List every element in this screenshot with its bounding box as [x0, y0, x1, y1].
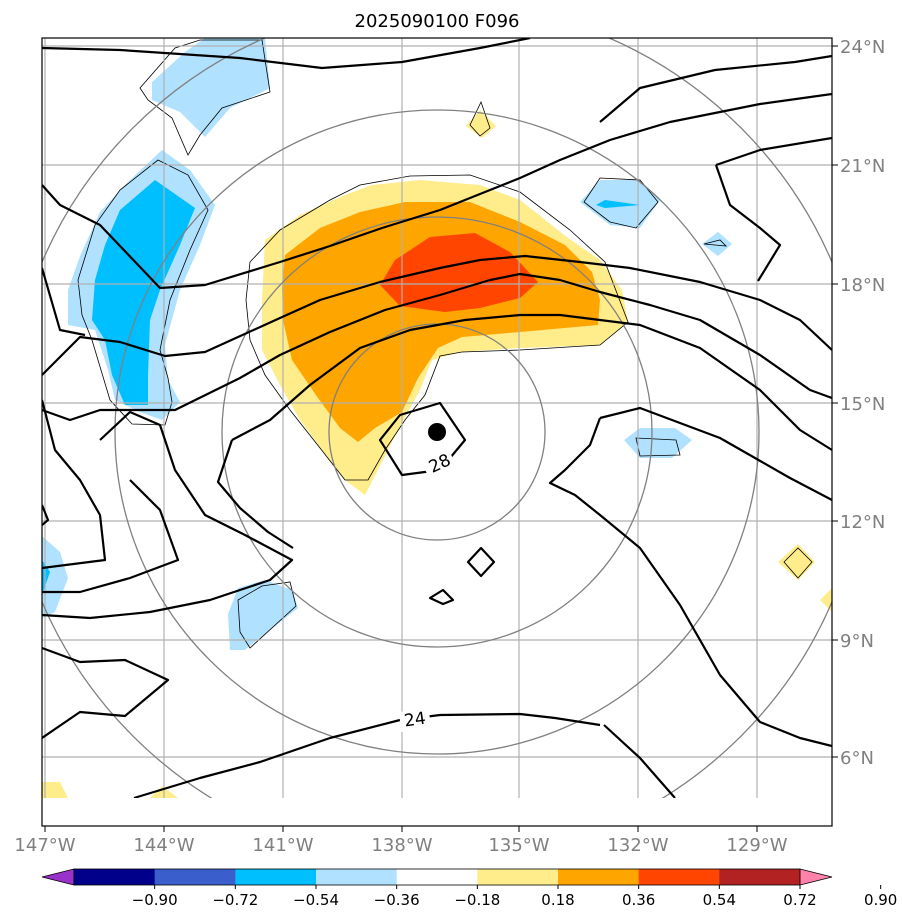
storm-center-marker	[428, 423, 446, 441]
colorbar-tick-label: 0.72	[783, 891, 816, 909]
range-ring-medium	[221, 216, 653, 648]
lat-label: 15°N	[840, 394, 885, 415]
thin-outline-bottom	[237, 581, 297, 649]
lat-labels: 24°N 21°N 18°N 15°N 12°N 9°N 6°N	[840, 37, 885, 769]
contour-labels: 28 24	[398, 446, 456, 732]
lat-label: 9°N	[840, 631, 874, 652]
shade-negative-left-deep	[92, 180, 195, 405]
contour-top-1	[42, 38, 531, 70]
lat-label: 6°N	[840, 748, 874, 769]
colorbar-tick-label: 0.36	[622, 891, 655, 909]
contour-band-1	[42, 92, 832, 290]
lon-label: 135°W	[488, 835, 549, 856]
lon-label: 138°W	[371, 835, 432, 856]
colorbar-segment	[638, 869, 720, 885]
lat-label: 21°N	[840, 156, 885, 177]
colorbar-extend-high	[799, 868, 833, 886]
contour-band-2	[42, 254, 832, 376]
shade-negative-bottom	[228, 580, 298, 650]
contour-band-4	[42, 272, 832, 422]
colorbar-segment	[235, 869, 317, 885]
lat-label: 12°N	[840, 512, 885, 533]
colorbar-segment	[477, 869, 559, 885]
colorbar: −0.90 −0.72 −0.54 −0.36 −0.18 0.18 0.36 0.54 0.7…	[41, 868, 897, 909]
shade-negative-right-2	[624, 428, 692, 458]
colorbar-segment	[74, 869, 156, 885]
shade-positive-mid	[282, 202, 600, 442]
colorbar-segment	[558, 869, 640, 885]
colorbar-tick-label: −0.36	[374, 891, 420, 909]
contour-small-loop-2	[428, 588, 455, 606]
lat-label: 18°N	[840, 275, 885, 296]
contour-label-24: 24	[403, 709, 427, 732]
tick-marks	[44, 45, 838, 832]
contour-right-4	[714, 164, 782, 282]
lon-label: 147°W	[14, 835, 75, 856]
colorbar-tick-label: 0.18	[541, 891, 574, 909]
thin-outline-small-yellow	[469, 100, 491, 137]
shade-small-yellow-3	[820, 588, 832, 612]
contour-top-2	[599, 54, 832, 123]
contour-lower-left-2	[42, 479, 180, 594]
shade-negative-far-left	[42, 536, 68, 618]
contour-left-loop-2	[42, 504, 50, 526]
thin-outlines	[77, 39, 813, 649]
shade-small-yellow-1	[466, 110, 496, 138]
colorbar-tick-label: −0.54	[293, 891, 339, 909]
contour-right-1	[599, 406, 832, 501]
lon-label: 144°W	[133, 835, 194, 856]
shade-negative-right-3	[702, 232, 732, 256]
range-ring-large	[114, 109, 760, 755]
shade-small-yellow-2	[778, 544, 815, 580]
colorbar-segment	[396, 869, 478, 885]
map-area: 28 24	[42, 38, 832, 826]
contour-inner-left	[216, 439, 294, 549]
contour-right-2	[548, 417, 832, 748]
lat-label: 24°N	[840, 37, 885, 58]
colorbar-segment	[154, 869, 236, 885]
contour-left-loop	[42, 399, 107, 570]
contour-small-loop-1	[466, 546, 496, 578]
contour-right-5	[603, 724, 676, 799]
lon-label: 141°W	[252, 835, 313, 856]
contour-lower-left	[42, 646, 170, 739]
colorbar-tick-label: 0.54	[703, 891, 736, 909]
colorbar-tick-label: −0.72	[212, 891, 258, 909]
colorbar-tick-label: 0.90	[864, 891, 897, 909]
shade-positive-core	[380, 233, 538, 312]
shade-negative-right-1-deep	[596, 200, 640, 208]
colorbar-segment	[316, 869, 398, 885]
lon-label: 129°W	[726, 835, 787, 856]
contour-band-3	[42, 267, 86, 337]
shade-small-yellow-4	[42, 782, 68, 798]
lon-labels: 147°W 144°W 141°W 138°W 135°W 132°W 129°…	[14, 835, 787, 856]
contour-band-6	[42, 410, 294, 620]
thin-outline-right-2	[635, 437, 681, 457]
colorbar-outline	[73, 868, 801, 886]
colorbar-extend-low	[41, 868, 75, 886]
colorbar-segment	[719, 869, 801, 885]
colorbar-tick-label: −0.18	[454, 891, 500, 909]
thin-outline-right-1	[583, 177, 659, 229]
thin-outline-positive	[245, 174, 629, 481]
thin-outline-right-3	[703, 239, 728, 247]
thin-outline-small-yellow-2	[783, 547, 813, 579]
contour-28-loop	[378, 401, 467, 477]
thin-outline-left	[77, 159, 209, 426]
shaded-fields	[42, 38, 832, 798]
shade-negative-top-light	[152, 38, 270, 137]
chart-title: 2025090100 F096	[355, 11, 520, 32]
lon-label: 132°W	[607, 835, 668, 856]
contour-band-5	[231, 313, 832, 451]
map-frame	[41, 37, 833, 827]
colorbar-tick-label: −0.90	[132, 891, 178, 909]
contour-right-3	[715, 136, 832, 167]
